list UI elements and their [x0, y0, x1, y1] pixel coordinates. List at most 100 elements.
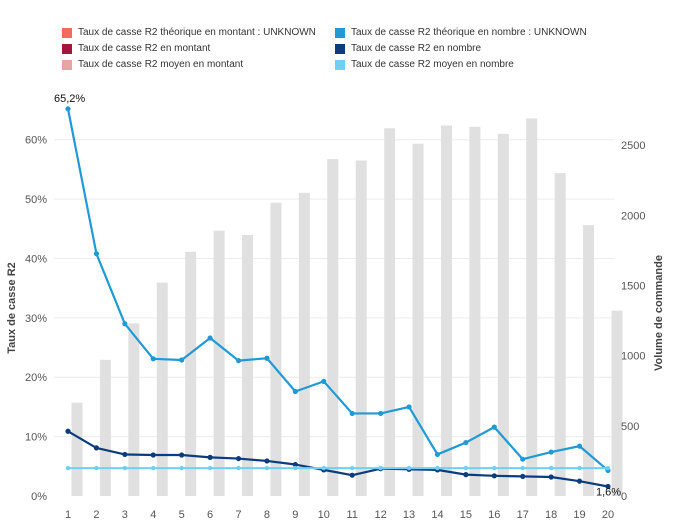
series-point	[349, 410, 355, 417]
series-point	[179, 465, 184, 471]
volume-bar	[554, 173, 566, 496]
y-left-tick-label: 60%	[25, 135, 47, 147]
series-point	[406, 465, 412, 471]
volume-bar	[270, 202, 282, 496]
y-right-tick-label: 1000	[621, 351, 645, 363]
legend-label: Taux de casse R2 moyen en nombre	[351, 59, 514, 70]
x-tick-label: 12	[374, 509, 386, 521]
legend-label: Taux de casse R2 en montant	[78, 43, 211, 54]
series-point	[576, 478, 583, 484]
x-tick-label: 1	[65, 509, 71, 521]
volume-bar	[71, 402, 83, 496]
volume-bar	[298, 192, 310, 496]
volume-bar	[583, 225, 595, 496]
series-point	[463, 465, 469, 471]
series-point	[150, 452, 156, 458]
x-tick-label: 13	[403, 509, 415, 521]
legend-label: Taux de casse R2 moyen en montant	[78, 59, 244, 70]
rate-lines	[65, 106, 611, 490]
volume-bar	[242, 234, 254, 496]
volume-bar	[526, 118, 538, 497]
volume-bar	[327, 159, 339, 497]
series-point	[548, 449, 554, 455]
series-point	[378, 410, 384, 417]
series-point	[491, 473, 497, 479]
series-point	[463, 439, 469, 446]
series-point	[463, 472, 469, 478]
series-point	[605, 483, 611, 490]
series-point	[264, 465, 270, 471]
x-tick-label: 3	[122, 509, 128, 521]
series-point	[577, 465, 582, 471]
x-tick-label: 11	[346, 509, 357, 521]
data-label: 65,2%	[54, 93, 85, 105]
series-point	[236, 465, 241, 471]
chart-legend: Taux de casse R2 théorique en montant : …	[0, 0, 677, 80]
legend-item[interactable]: Taux de casse R2 en montant	[62, 43, 210, 54]
y-right-tick-label: 2500	[621, 140, 645, 152]
x-tick-label: 6	[207, 509, 213, 521]
series-point	[93, 445, 100, 451]
series-point	[605, 465, 611, 471]
series-point	[435, 465, 440, 471]
series-point	[93, 251, 100, 257]
series-line	[66, 108, 609, 472]
series-point	[292, 461, 298, 468]
legend-item[interactable]: Taux de casse R2 moyen en nombre	[335, 59, 514, 70]
volume-bar	[355, 160, 367, 496]
x-tick-label: 17	[517, 509, 529, 521]
y-right-axis-title: Volume de commande	[653, 255, 665, 371]
legend-item[interactable]: Taux de casse R2 théorique en nombre : U…	[335, 27, 587, 38]
series-point	[520, 473, 526, 480]
x-tick-label: 7	[235, 509, 241, 521]
volume-bar	[384, 128, 396, 497]
y-left-tick-label: 30%	[25, 313, 47, 325]
series-point	[179, 357, 185, 363]
series-point	[65, 106, 71, 112]
y-left-tick-label: 0%	[31, 491, 47, 503]
series-point	[292, 388, 298, 395]
series-point	[150, 356, 156, 362]
series-point	[207, 454, 213, 460]
series-point	[65, 428, 71, 434]
x-tick-label: 18	[545, 509, 557, 521]
volume-bar	[440, 125, 452, 496]
series-point	[65, 465, 71, 471]
x-tick-label: 8	[264, 509, 270, 521]
x-tick-label: 15	[460, 509, 472, 521]
volume-bar	[497, 133, 509, 496]
volume-bar	[469, 126, 481, 497]
legend-item[interactable]: Taux de casse R2 moyen en montant	[62, 59, 243, 70]
legend-swatch	[335, 43, 345, 54]
legend-item[interactable]: Taux de casse R2 en nombre	[335, 43, 481, 54]
series-point	[235, 358, 242, 364]
x-tick-label: 10	[318, 509, 330, 521]
series-point	[378, 465, 383, 471]
x-tick-label: 4	[150, 509, 156, 521]
series-point	[434, 451, 441, 458]
volume-bar	[156, 282, 168, 496]
series-point	[264, 355, 270, 361]
x-tick-label: 2	[93, 509, 99, 521]
volume-bar	[611, 310, 623, 496]
series-point	[94, 465, 99, 471]
legend-swatch	[62, 27, 72, 38]
y-left-tick-label: 50%	[25, 194, 47, 206]
y-right-tick-label: 500	[621, 421, 639, 433]
volume-bar	[412, 143, 424, 497]
y-left-tick-label: 10%	[25, 432, 47, 444]
series-point	[151, 465, 156, 471]
series-point	[179, 452, 185, 458]
series-point	[520, 456, 526, 462]
y-right-tick-label: 2000	[621, 210, 645, 222]
volume-bar	[99, 359, 111, 496]
legend-item[interactable]: Taux de casse R2 théorique en montant : …	[62, 27, 316, 38]
series-point	[122, 451, 128, 458]
data-label: 1,6%	[596, 486, 621, 498]
series-point	[321, 465, 326, 471]
series-point	[350, 465, 355, 471]
y-left-axis-title: Taux de casse R2	[6, 262, 18, 354]
series-point	[349, 472, 355, 478]
x-tick-label: 16	[488, 509, 500, 521]
axes: 0% 10% 20% 30% 40% 50% 60% 0 500 1000 1500 2000 2500…	[6, 135, 665, 521]
